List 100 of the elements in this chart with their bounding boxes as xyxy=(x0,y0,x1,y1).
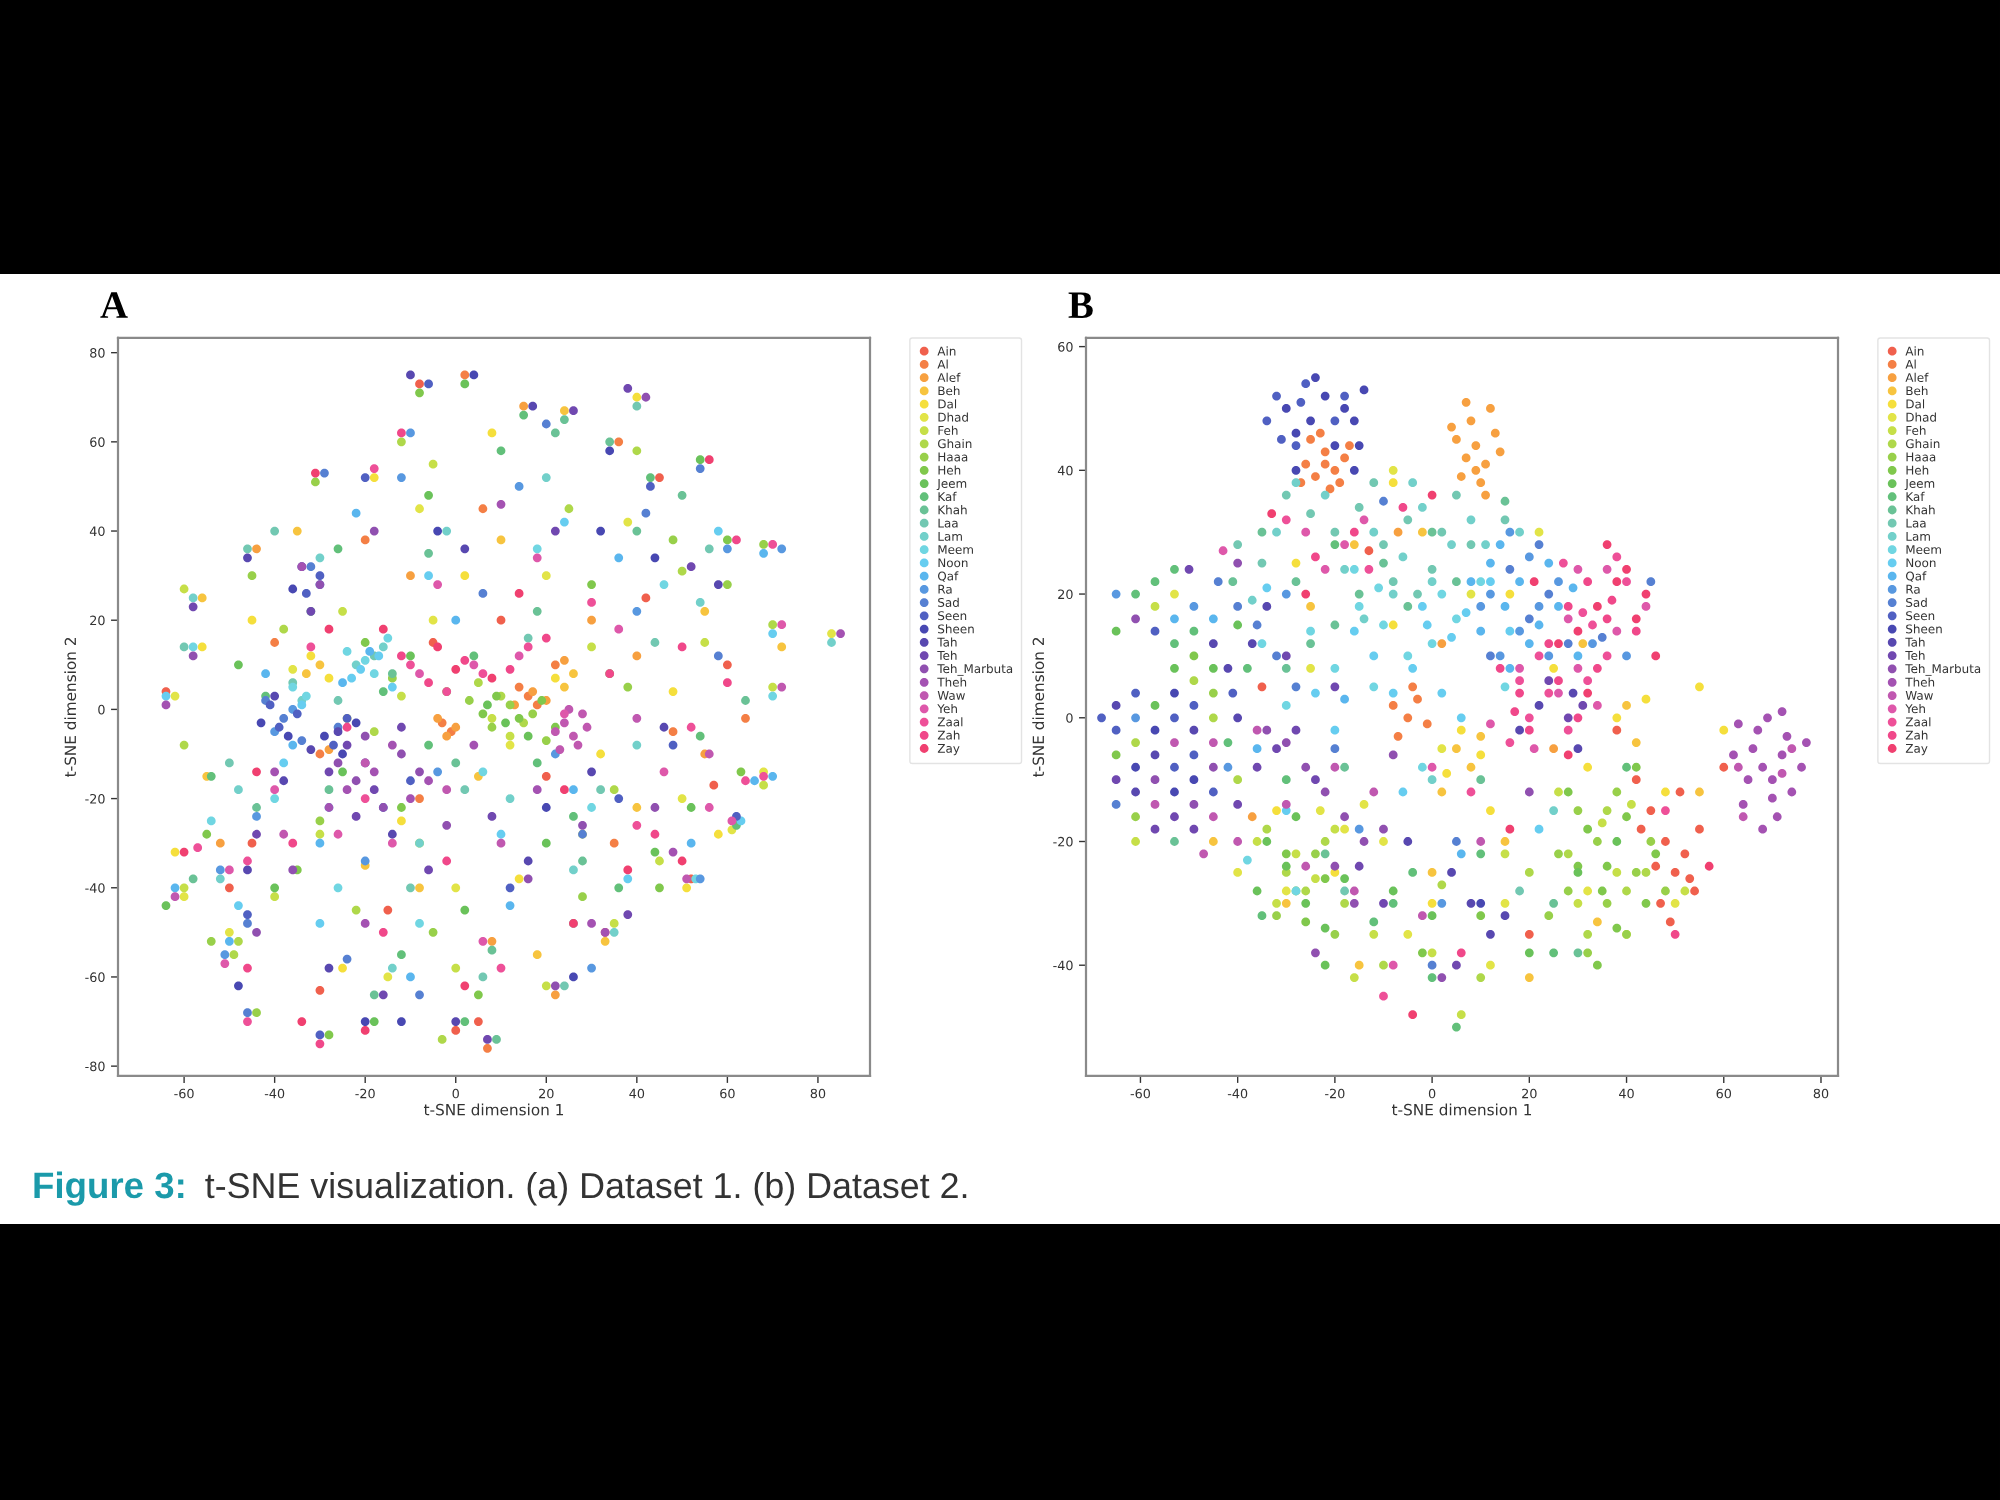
point xyxy=(397,950,406,960)
point xyxy=(1524,614,1534,624)
point xyxy=(378,642,388,652)
point xyxy=(415,388,424,398)
point xyxy=(1417,762,1427,772)
point xyxy=(424,865,433,875)
point xyxy=(1583,824,1593,834)
point xyxy=(1612,868,1622,877)
point xyxy=(1281,738,1291,747)
point xyxy=(1330,465,1340,475)
point xyxy=(288,740,298,750)
point xyxy=(777,682,787,692)
point xyxy=(1379,496,1388,506)
point xyxy=(1189,651,1199,661)
point xyxy=(1320,849,1330,859)
point xyxy=(1544,589,1554,599)
point xyxy=(415,379,424,389)
point xyxy=(1233,775,1243,785)
point xyxy=(1602,614,1612,624)
point xyxy=(1476,849,1486,859)
point xyxy=(1315,428,1325,438)
point xyxy=(1592,663,1602,673)
point xyxy=(1612,713,1622,723)
point xyxy=(1097,713,1106,723)
point xyxy=(1500,515,1510,525)
point xyxy=(1549,948,1559,958)
point xyxy=(1111,799,1121,809)
point xyxy=(397,473,406,482)
point xyxy=(1505,564,1515,574)
point xyxy=(297,736,307,746)
point xyxy=(1301,886,1311,896)
point xyxy=(722,660,732,670)
point xyxy=(1301,917,1311,927)
point xyxy=(541,736,551,746)
point xyxy=(406,571,415,581)
point xyxy=(550,673,560,683)
point xyxy=(695,464,705,473)
point xyxy=(623,383,633,393)
point xyxy=(1476,478,1486,488)
point xyxy=(451,615,461,625)
point xyxy=(1554,602,1563,611)
point xyxy=(1631,738,1641,747)
point xyxy=(1500,602,1510,611)
point xyxy=(1330,725,1340,735)
point xyxy=(600,936,610,946)
point xyxy=(1573,898,1583,908)
point xyxy=(1320,837,1330,846)
point xyxy=(306,562,316,572)
point xyxy=(1733,762,1743,772)
point xyxy=(632,803,642,812)
point xyxy=(623,910,633,919)
point xyxy=(1641,589,1651,599)
point xyxy=(709,780,719,790)
point xyxy=(1777,769,1787,778)
point xyxy=(1427,564,1437,574)
point xyxy=(451,758,461,768)
point xyxy=(1500,837,1510,846)
point xyxy=(460,1017,470,1026)
point xyxy=(1466,762,1476,772)
point xyxy=(1189,750,1199,760)
point xyxy=(1301,379,1311,389)
point xyxy=(1349,886,1359,896)
point xyxy=(1481,490,1490,500)
point xyxy=(1422,719,1432,729)
point xyxy=(1340,391,1349,401)
point xyxy=(306,651,316,661)
point xyxy=(1257,682,1267,692)
point xyxy=(1408,682,1418,692)
point xyxy=(1452,490,1461,500)
point xyxy=(387,740,397,750)
point xyxy=(569,669,578,679)
point xyxy=(1476,898,1486,908)
point xyxy=(378,687,388,696)
point xyxy=(578,820,587,830)
point xyxy=(1354,503,1364,512)
point xyxy=(1364,546,1374,556)
point xyxy=(632,446,642,456)
point xyxy=(1291,577,1301,587)
point xyxy=(541,633,551,643)
point xyxy=(1422,620,1432,630)
point xyxy=(451,722,461,732)
point xyxy=(1369,478,1379,488)
point xyxy=(668,740,678,750)
point xyxy=(1622,564,1631,574)
point xyxy=(505,883,515,893)
point xyxy=(1437,639,1447,648)
point xyxy=(1447,540,1456,549)
point xyxy=(550,990,560,1000)
point xyxy=(1461,608,1471,617)
point xyxy=(369,727,379,737)
point xyxy=(1456,1010,1466,1020)
point xyxy=(179,892,189,902)
point xyxy=(614,883,624,893)
point xyxy=(614,553,624,563)
point xyxy=(573,740,583,750)
point xyxy=(1306,416,1315,426)
point xyxy=(519,401,529,411)
point xyxy=(360,1017,370,1026)
point xyxy=(1388,750,1398,760)
point xyxy=(1150,824,1160,834)
